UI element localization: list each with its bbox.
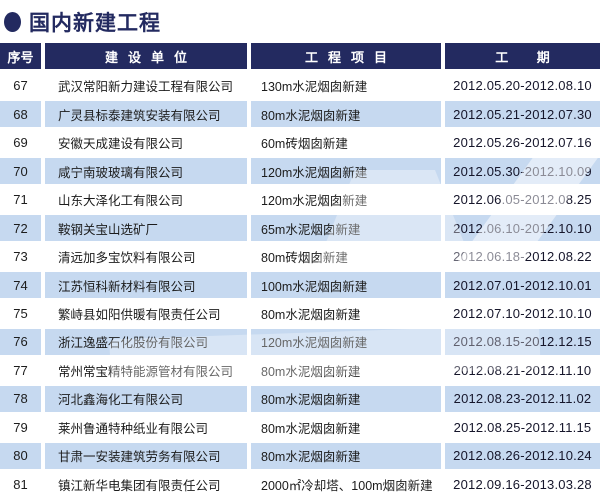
table-row: 76 浙江逸盛石化股份有限公司 120m水泥烟囱新建 2012.08.15-2012.…	[0, 329, 600, 358]
row-number: 79	[13, 419, 28, 435]
project-name: 80m砖烟囱新建	[261, 251, 348, 266]
table-row: 79 莱州鲁通特种纸业有限公司 80m水泥烟囱新建 2012.08.25-2012.1…	[0, 415, 600, 444]
bullet-icon	[4, 11, 21, 32]
table-body: 67 武汉常阳新力建设工程有限公司 130m水泥烟囱新建 2012.05.20-201…	[0, 73, 600, 500]
row-number: 75	[13, 305, 28, 321]
project-period: 2012.09.16-2013.03.28	[453, 476, 592, 492]
row-number: 77	[13, 362, 28, 378]
company-name: 繁峙县如阳供暖有限责任公司	[58, 307, 221, 322]
project-period: 2012.06.10-2012.10.10	[445, 215, 600, 241]
project-name: 80m水泥烟囱新建	[251, 443, 441, 469]
table-row: 81 镇江新华电集团有限责任公司 2000㎡冷却塔、100m烟囱新建 2012.09.…	[0, 472, 600, 500]
table-row: 74 江苏恒科新材料有限公司 100m水泥烟囱新建 2012.07.01-2012.1…	[0, 272, 600, 301]
row-number: 74	[0, 272, 41, 298]
table-row: 75 繁峙县如阳供暖有限责任公司 80m水泥烟囱新建 2012.07.10-2012.…	[0, 301, 600, 330]
company-name: 江苏恒科新材料有限公司	[45, 272, 247, 298]
project-name: 60m砖烟囱新建	[261, 137, 348, 152]
row-number: 78	[0, 386, 41, 412]
table-row: 67 武汉常阳新力建设工程有限公司 130m水泥烟囱新建 2012.05.20-201…	[0, 73, 600, 102]
company-name: 安徽天成建设有限公司	[58, 137, 184, 152]
header-project: 工程项目	[251, 43, 441, 69]
project-period: 2012.07.10-2012.10.10	[453, 305, 592, 321]
table-header: 序号 建设单位 工程项目 工期	[0, 43, 600, 69]
table-row: 72 鞍钢关宝山选矿厂 65m水泥烟囱新建 2012.06.10-2012.10.10	[0, 215, 600, 244]
company-name: 莱州鲁通特种纸业有限公司	[58, 421, 209, 436]
row-number: 69	[13, 135, 28, 151]
project-name: 80m水泥烟囱新建	[261, 307, 361, 322]
project-period: 2012.05.20-2012.08.10	[453, 78, 592, 94]
project-period: 2012.06.05-2012.08.25	[453, 192, 592, 208]
table-row: 78 河北鑫海化工有限公司 80m水泥烟囱新建 2012.08.23-2012.11.…	[0, 386, 600, 415]
project-name: 100m水泥烟囱新建	[251, 272, 441, 298]
row-number: 81	[13, 476, 28, 492]
company-name: 武汉常阳新力建设工程有限公司	[58, 80, 234, 95]
project-name: 2000㎡冷却塔、100m烟囱新建	[261, 478, 433, 493]
table-row: 73 清远加多宝饮料有限公司 80m砖烟囱新建 2012.06.18-2012.08.…	[0, 244, 600, 273]
project-period: 2012.06.18-2012.08.22	[453, 249, 592, 265]
project-period: 2012.08.21-2012.11.10	[453, 362, 592, 378]
company-name: 清远加多宝饮料有限公司	[58, 251, 196, 266]
project-period: 2012.07.01-2012.10.01	[445, 272, 600, 298]
company-name: 常州常宝精特能源管材有限公司	[58, 364, 234, 379]
project-period: 2012.08.26-2012.10.24	[445, 443, 600, 469]
row-number: 80	[0, 443, 41, 469]
project-name: 80m水泥烟囱新建	[251, 101, 441, 127]
table-row: 80 甘肃一安装建筑劳务有限公司 80m水泥烟囱新建 2012.08.26-2012.…	[0, 443, 600, 472]
project-period: 2012.05.30-2012.10.09	[445, 158, 600, 184]
table-row: 68 广灵县标泰建筑安装有限公司 80m水泥烟囱新建 2012.05.21-2012.…	[0, 101, 600, 130]
page-title-bar: 国内新建工程	[0, 0, 600, 43]
project-period: 2012.05.21-2012.07.30	[445, 101, 600, 127]
table-row: 69 安徽天成建设有限公司 60m砖烟囱新建 2012.05.26-2012.07.1…	[0, 130, 600, 159]
row-number: 76	[0, 329, 41, 355]
project-name: 120m水泥烟囱新建	[261, 194, 368, 209]
company-name: 咸宁南玻玻璃有限公司	[45, 158, 247, 184]
company-name: 山东大泽化工有限公司	[58, 194, 184, 209]
row-number: 67	[13, 78, 28, 94]
company-name: 鞍钢关宝山选矿厂	[45, 215, 247, 241]
page-title: 国内新建工程	[29, 11, 161, 35]
project-name: 80m水泥烟囱新建	[261, 364, 361, 379]
project-name: 80m水泥烟囱新建	[251, 386, 441, 412]
row-number: 71	[13, 192, 28, 208]
company-name: 河北鑫海化工有限公司	[45, 386, 247, 412]
company-name: 镇江新华电集团有限责任公司	[58, 478, 221, 493]
table-row: 71 山东大泽化工有限公司 120m水泥烟囱新建 2012.06.05-2012.08…	[0, 187, 600, 216]
project-period: 2012.08.23-2012.11.02	[445, 386, 600, 412]
header-no: 序号	[0, 43, 41, 69]
company-name: 广灵县标泰建筑安装有限公司	[45, 101, 247, 127]
row-number: 70	[0, 158, 41, 184]
project-name: 65m水泥烟囱新建	[251, 215, 441, 241]
project-period: 2012.08.15-2012.12.15	[445, 329, 600, 355]
table-row: 77 常州常宝精特能源管材有限公司 80m水泥烟囱新建 2012.08.21-2012…	[0, 358, 600, 387]
project-name: 120m水泥烟囱新建	[251, 329, 441, 355]
header-period: 工期	[445, 43, 600, 69]
project-name: 80m水泥烟囱新建	[261, 421, 361, 436]
row-number: 73	[13, 249, 28, 265]
project-name: 130m水泥烟囱新建	[261, 80, 368, 95]
project-name: 120m水泥烟囱新建	[251, 158, 441, 184]
header-company: 建设单位	[45, 43, 247, 69]
table-row: 70 咸宁南玻玻璃有限公司 120m水泥烟囱新建 2012.05.30-2012.10…	[0, 158, 600, 187]
company-name: 浙江逸盛石化股份有限公司	[45, 329, 247, 355]
row-number: 72	[0, 215, 41, 241]
project-period: 2012.08.25-2012.11.15	[453, 419, 592, 435]
row-number: 68	[0, 101, 41, 127]
project-period: 2012.05.26-2012.07.16	[453, 135, 592, 151]
company-name: 甘肃一安装建筑劳务有限公司	[45, 443, 247, 469]
